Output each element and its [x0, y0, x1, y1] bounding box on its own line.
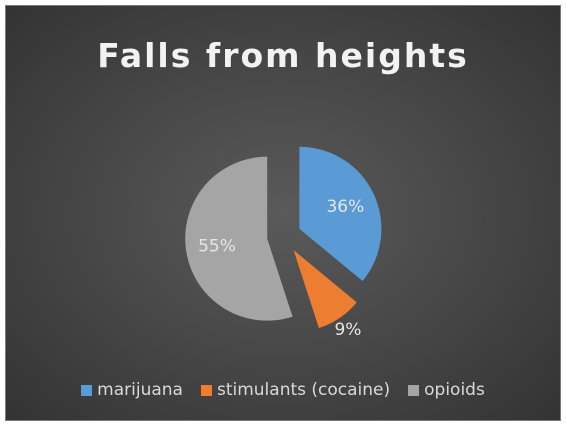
legend-entry-opioids: opioids	[408, 380, 485, 400]
pie-chart: 36% 9% 55%	[185, 146, 382, 340]
pie-slice-marijuana	[299, 146, 382, 282]
pie-slice-stimulants	[293, 250, 357, 329]
data-label-stimulants: 9%	[334, 320, 361, 340]
legend-label-opioids: opioids	[424, 380, 485, 400]
legend-swatch-opioids	[408, 384, 420, 396]
chart-area: Falls from heights 36% 9% 55% marijuana st…	[5, 5, 561, 421]
chart-title: Falls from heights	[97, 36, 469, 75]
legend-entry-marijuana: marijuana	[81, 380, 183, 400]
data-label-marijuana: 36%	[326, 197, 364, 217]
legend: marijuana stimulants (cocaine) opioids	[6, 380, 560, 400]
data-label-opioids: 55%	[198, 237, 236, 257]
legend-swatch-stimulants	[200, 384, 212, 396]
legend-label-marijuana: marijuana	[97, 380, 183, 400]
legend-entry-stimulants: stimulants (cocaine)	[200, 380, 391, 400]
pie-slice-opioids	[185, 156, 293, 321]
legend-swatch-marijuana	[81, 384, 93, 396]
legend-label-stimulants: stimulants (cocaine)	[216, 380, 391, 400]
